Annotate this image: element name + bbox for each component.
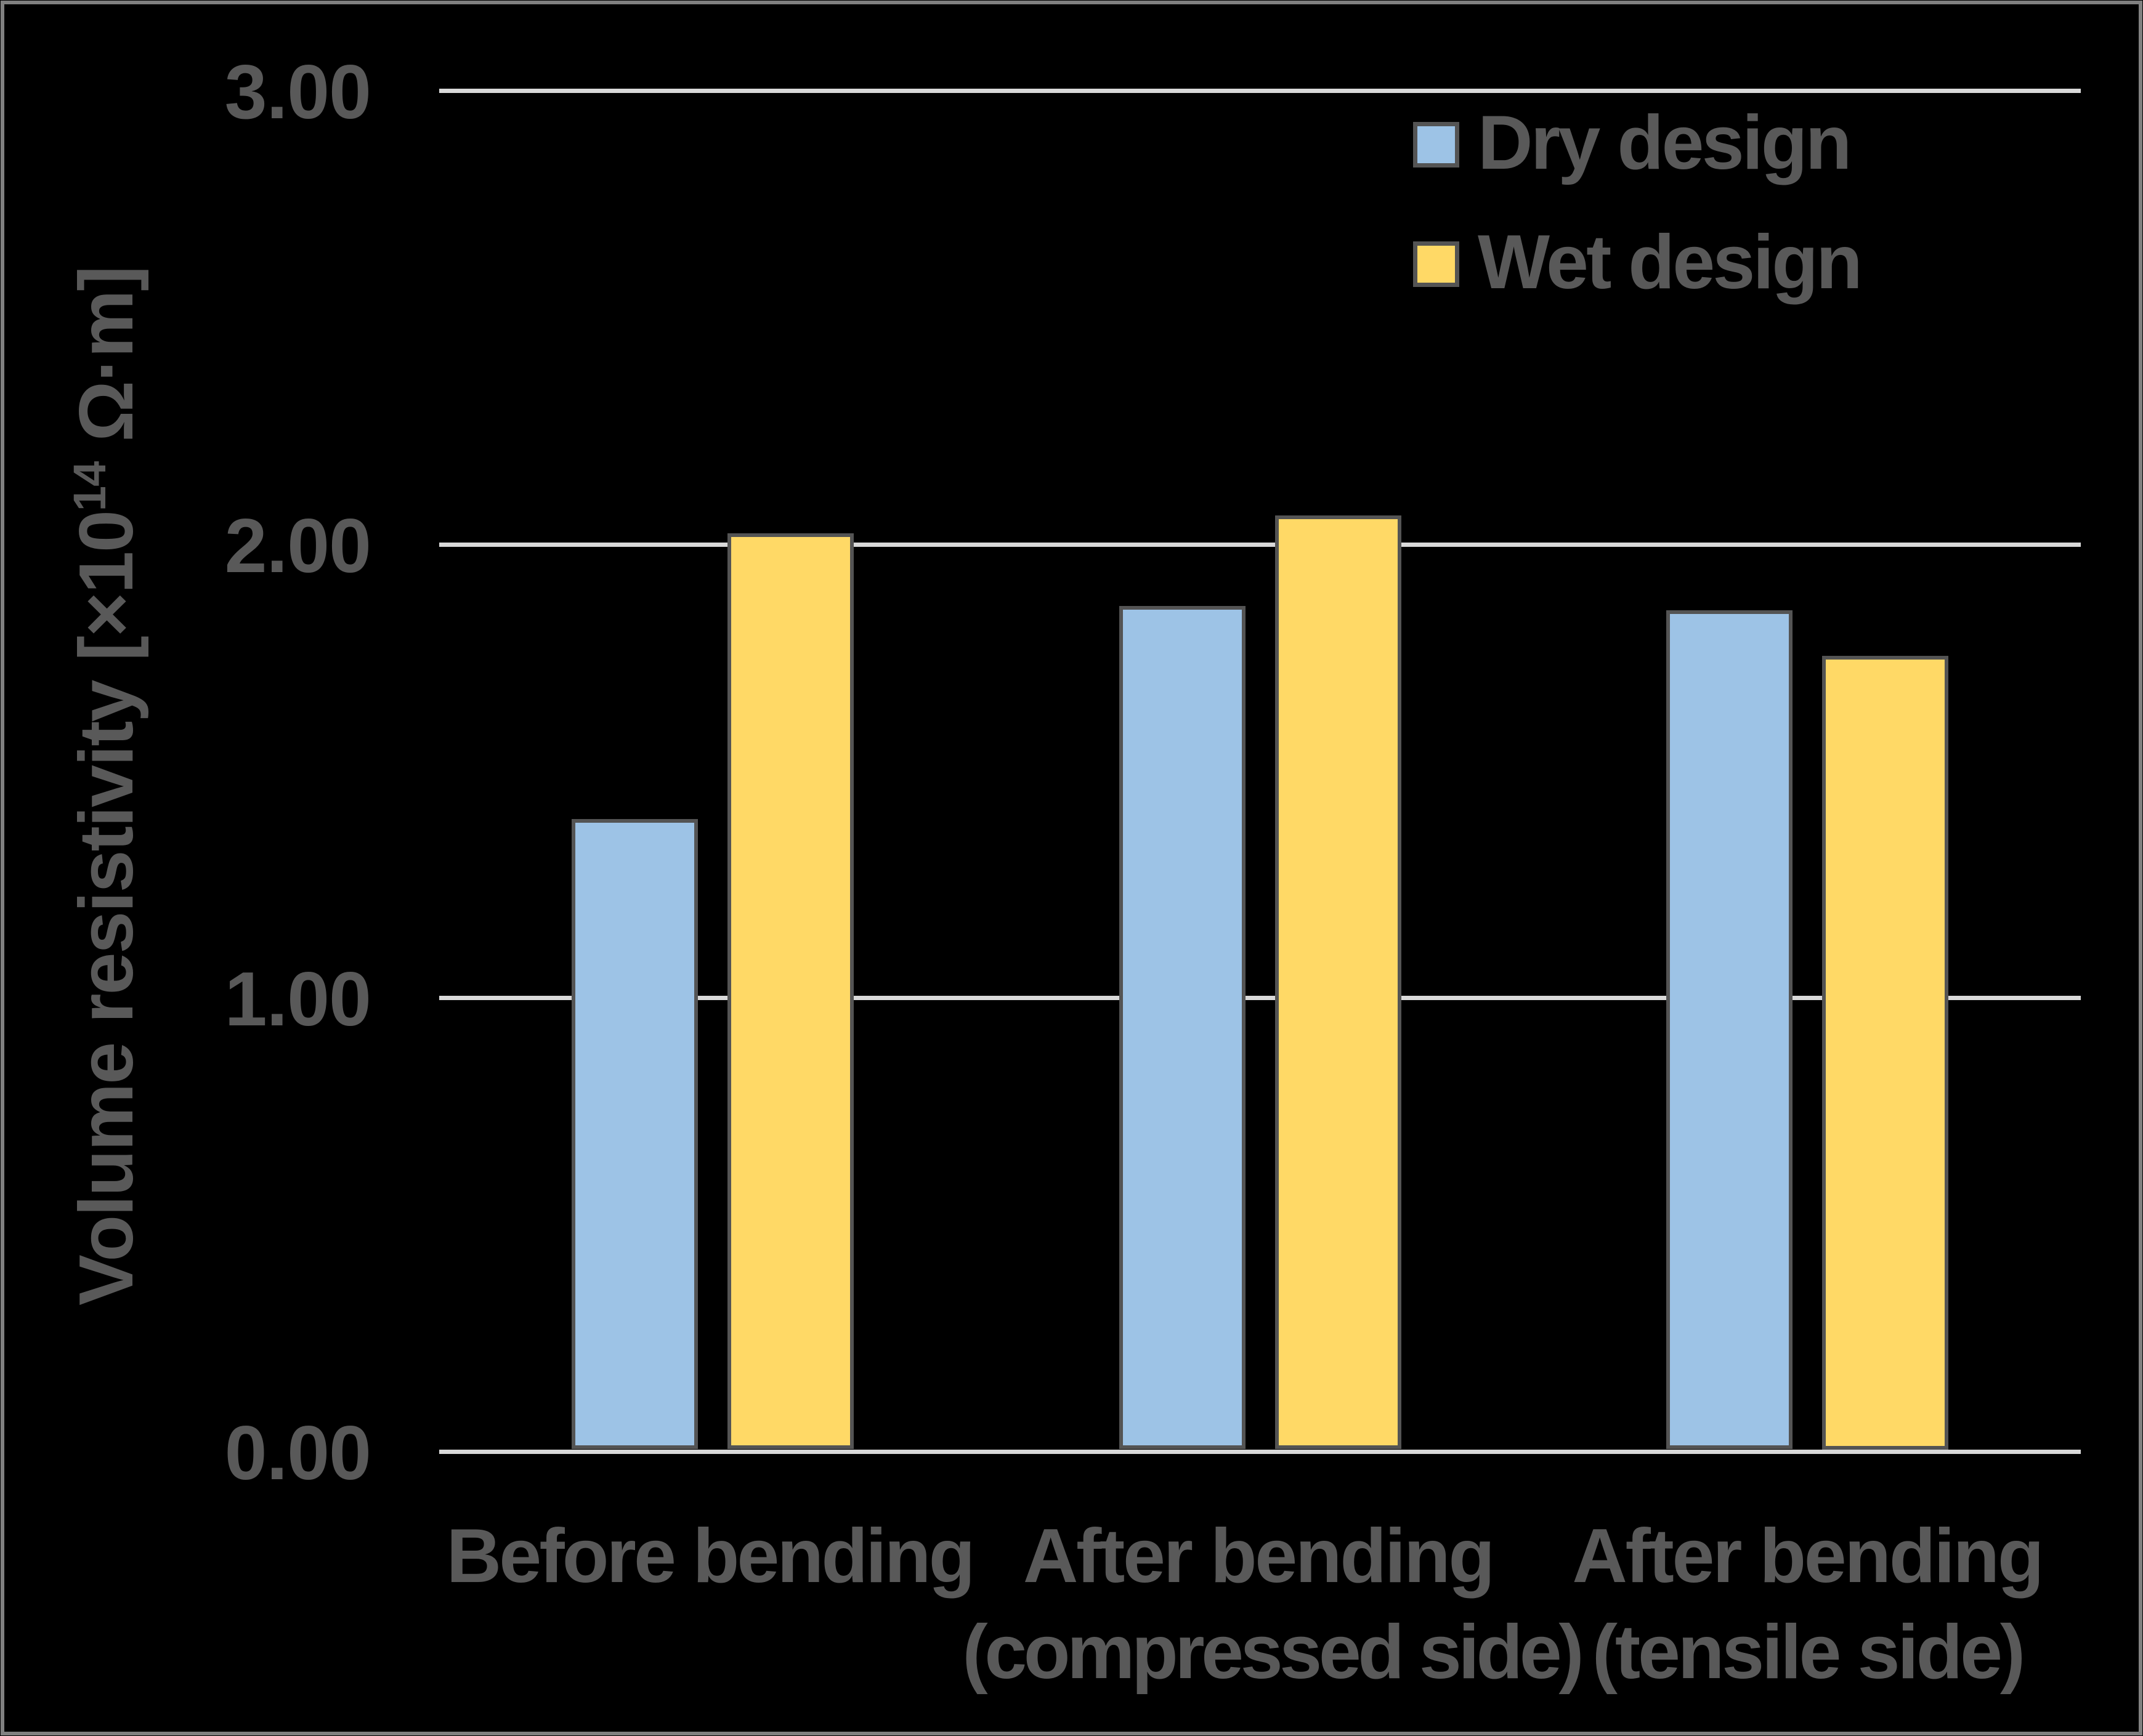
y-tick-label-0.00: 0.00 xyxy=(224,1410,371,1496)
legend-label-dry-design: Dry design xyxy=(1478,100,1852,185)
gridline-3.00 xyxy=(439,89,2081,93)
gridline-1.00 xyxy=(439,996,2081,1000)
legend-marker-dry-design xyxy=(1413,122,1459,168)
legend-marker-wet-design xyxy=(1413,241,1459,287)
bar-dry-0 xyxy=(572,819,699,1450)
category-label-0-line1: Before bending xyxy=(446,1514,976,1599)
y-axis-title-superscript: 14 xyxy=(64,461,115,512)
category-label-1-line2: (compressed side) xyxy=(962,1610,1584,1695)
gridline-2.00 xyxy=(439,542,2081,547)
y-axis-title-text: Volume resistivity [×10 xyxy=(64,511,149,1306)
bar-wet-1 xyxy=(1274,515,1401,1450)
y-axis-title-unit: Ω·m] xyxy=(64,267,149,462)
bar-wet-0 xyxy=(727,533,854,1450)
bar-wet-2 xyxy=(1821,656,1948,1450)
x-axis-line xyxy=(439,1449,2081,1454)
bar-dry-1 xyxy=(1119,606,1246,1450)
category-label-1-line1: After bending xyxy=(1023,1514,1495,1599)
category-label-2-line1: After bending xyxy=(1572,1514,2044,1599)
category-label-2-line2: (tensile side) xyxy=(1592,1610,2025,1695)
y-tick-label-2.00: 2.00 xyxy=(224,503,371,589)
y-tick-label-3.00: 3.00 xyxy=(224,50,371,135)
bar-dry-2 xyxy=(1666,610,1793,1450)
y-axis-title: Volume resistivity [×1014 Ω·m] xyxy=(64,267,149,1306)
y-tick-label-1.00: 1.00 xyxy=(224,957,371,1042)
legend-label-wet-design: Wet design xyxy=(1478,220,1863,305)
